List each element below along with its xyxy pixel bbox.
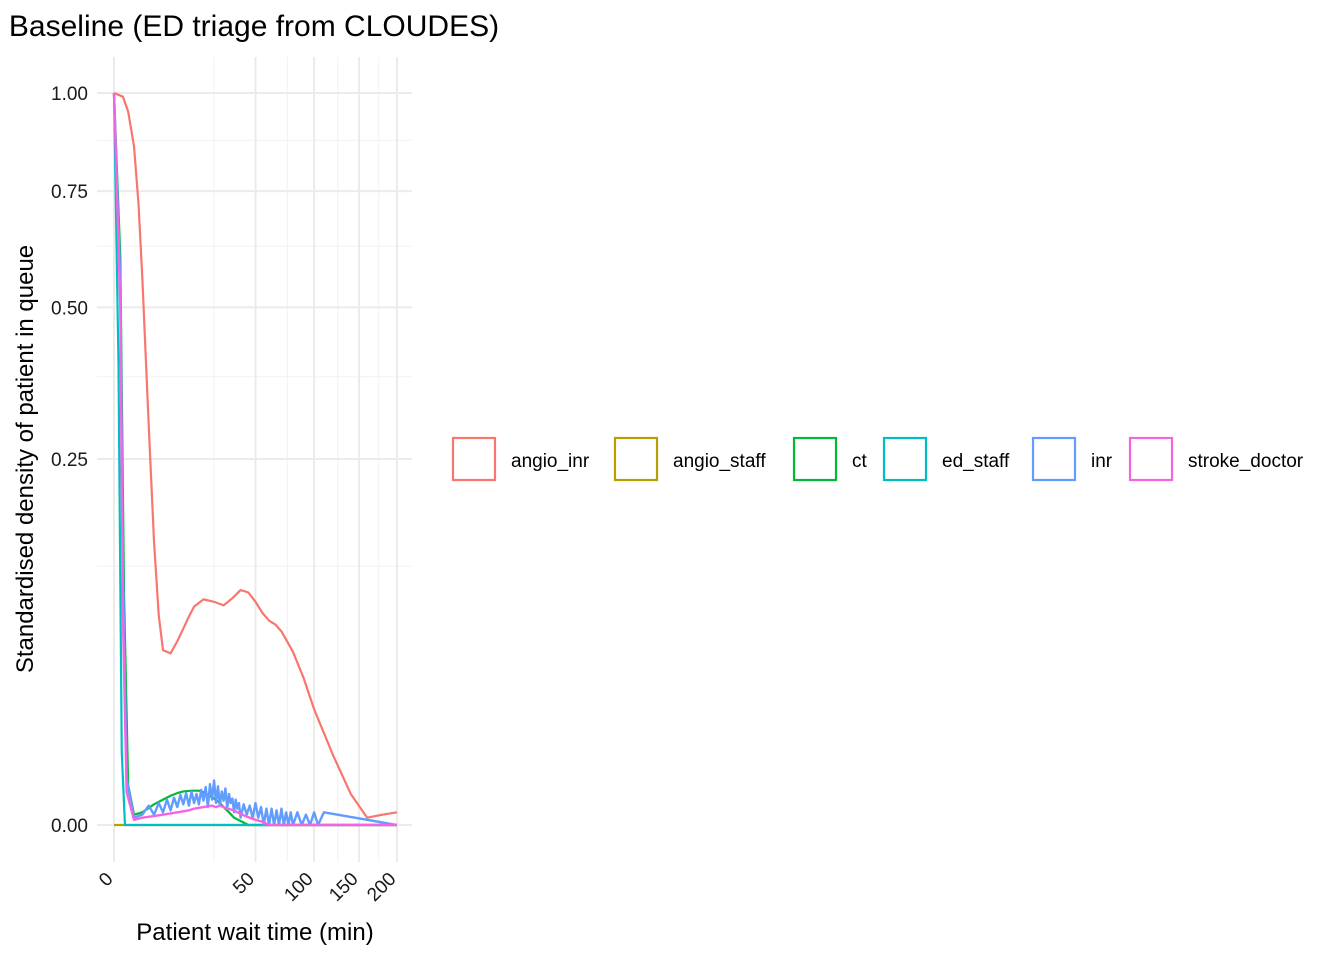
legend-key-inr (1031, 436, 1077, 482)
legend: angio_inr angio_staff ct ed_staff inr stroke_… (451, 436, 1304, 482)
series-line-stroke_doctor (112, 92, 397, 827)
y-tick-label: 0.50 (51, 298, 88, 319)
series-layer (112, 91, 398, 827)
axis-layer: 0.00 0.25 0.50 0.75 1.00 0 50 100 150 200 (51, 84, 401, 906)
legend-label-ed_staff: ed_staff (942, 451, 1010, 472)
legend-label-ct: ct (852, 451, 868, 472)
x-tick-label: 0 (95, 869, 117, 891)
y-tick-label: 1.00 (51, 84, 88, 105)
legend-label-angio_inr: angio_inr (511, 451, 590, 472)
x-tick-label: 150 (325, 869, 362, 906)
series-line-ed_staff (112, 92, 397, 827)
series-line-angio_inr (113, 91, 398, 819)
y-tick-label: 0.00 (51, 816, 88, 837)
y-tick-label: 0.25 (51, 450, 88, 471)
legend-key-angio_inr (451, 436, 497, 482)
x-axis-title: Patient wait time (min) (136, 919, 373, 946)
chart-title: Baseline (ED triage from CLOUDES) (9, 10, 499, 43)
series-line-inr (112, 92, 398, 827)
legend-label-inr: inr (1091, 451, 1113, 472)
x-tick-label: 100 (280, 869, 317, 906)
legend-key-stroke_doctor (1128, 436, 1174, 482)
x-tick-label: 50 (229, 869, 259, 899)
legend-key-ct (792, 436, 838, 482)
grid-layer (97, 57, 412, 862)
y-axis-title: Standardised density of patient in queue (12, 245, 39, 673)
legend-label-angio_staff: angio_staff (673, 451, 766, 472)
legend-key-angio_staff (613, 436, 659, 482)
legend-key-ed_staff (882, 436, 928, 482)
x-tick-label: 200 (363, 869, 400, 906)
y-tick-label: 0.75 (51, 182, 88, 203)
legend-label-stroke_doctor: stroke_doctor (1188, 451, 1304, 472)
